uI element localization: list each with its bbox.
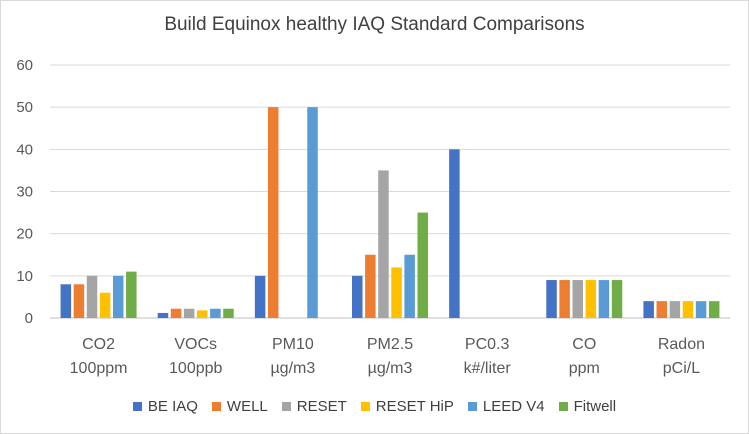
bar — [112, 275, 124, 318]
bar — [210, 308, 221, 318]
x-tick-label: 100ppb — [169, 360, 222, 377]
bar — [559, 280, 570, 318]
bar — [378, 170, 389, 318]
bar — [546, 280, 557, 318]
legend-label: RESET — [296, 398, 347, 415]
x-tick-label: Radon — [658, 336, 705, 353]
bar — [99, 292, 111, 318]
bar — [307, 107, 318, 319]
bar — [708, 301, 720, 318]
legend-swatch — [211, 402, 221, 411]
x-tick-label: µg/m3 — [368, 360, 413, 377]
legend-label: BE IAQ — [147, 398, 198, 415]
bar — [126, 271, 137, 318]
x-tick-label: µg/m3 — [270, 360, 315, 377]
y-tick-label: 40 — [16, 141, 33, 158]
bar — [73, 284, 85, 318]
legend-item: RESET — [281, 398, 347, 415]
x-tick-label: PM2.5 — [367, 336, 413, 353]
x-tick-label: 100ppm — [70, 360, 128, 377]
legend-label: Fitwell — [573, 398, 617, 415]
y-tick-label: 50 — [16, 99, 33, 116]
bar — [352, 275, 363, 318]
bar — [585, 280, 597, 318]
bar — [254, 275, 266, 318]
legend-item: Fitwell — [558, 398, 617, 415]
legend-item: WELL — [211, 398, 268, 415]
x-tick-label: CO2 — [82, 336, 115, 353]
y-tick-label: 60 — [16, 57, 33, 74]
bar — [695, 301, 707, 318]
bar — [572, 280, 583, 318]
legend-item: RESET HiP — [360, 398, 454, 415]
bar — [643, 301, 654, 318]
x-tick-label: PC0.3 — [465, 336, 510, 353]
bar — [391, 267, 402, 318]
bar — [598, 280, 610, 318]
bar — [365, 254, 376, 318]
x-tick-label: ppm — [569, 360, 600, 377]
legend-label: WELL — [226, 398, 268, 415]
bar — [449, 149, 460, 318]
bar — [656, 301, 668, 318]
legend-swatch — [132, 402, 142, 411]
legend-item: LEED V4 — [467, 398, 545, 415]
x-tick-label: CO — [572, 336, 596, 353]
bar — [417, 212, 428, 318]
legend-label: RESET HiP — [375, 398, 454, 415]
bar — [267, 107, 279, 319]
bar — [223, 308, 234, 318]
bar — [611, 280, 623, 318]
y-tick-label: 20 — [16, 226, 33, 243]
legend-swatch — [467, 402, 477, 411]
legend-label: LEED V4 — [482, 398, 545, 415]
chart-title: Build Equinox healthy IAQ Standard Compa… — [164, 14, 585, 35]
legend-swatch — [558, 402, 568, 411]
y-tick-label: 0 — [25, 310, 33, 327]
bar — [404, 254, 415, 318]
x-tick-label: pCi/L — [663, 360, 700, 377]
y-tick-label: 10 — [16, 268, 33, 285]
bar — [669, 301, 681, 318]
y-tick-label: 30 — [16, 184, 33, 201]
bar — [682, 301, 694, 318]
bar — [170, 308, 182, 318]
x-tick-label: VOCs — [174, 336, 217, 353]
x-tick-label: PM10 — [272, 336, 314, 353]
bar — [197, 310, 208, 318]
chart-legend: BE IAQ WELL RESET RESET HiP LEED V4 Fitwell — [0, 398, 749, 415]
legend-item: BE IAQ — [132, 398, 198, 415]
legend-swatch — [281, 402, 291, 411]
bar — [183, 308, 195, 318]
bar — [60, 284, 72, 318]
bar — [86, 275, 98, 318]
x-tick-label: k#/liter — [464, 360, 512, 377]
bar — [157, 312, 169, 318]
legend-swatch — [360, 402, 370, 411]
